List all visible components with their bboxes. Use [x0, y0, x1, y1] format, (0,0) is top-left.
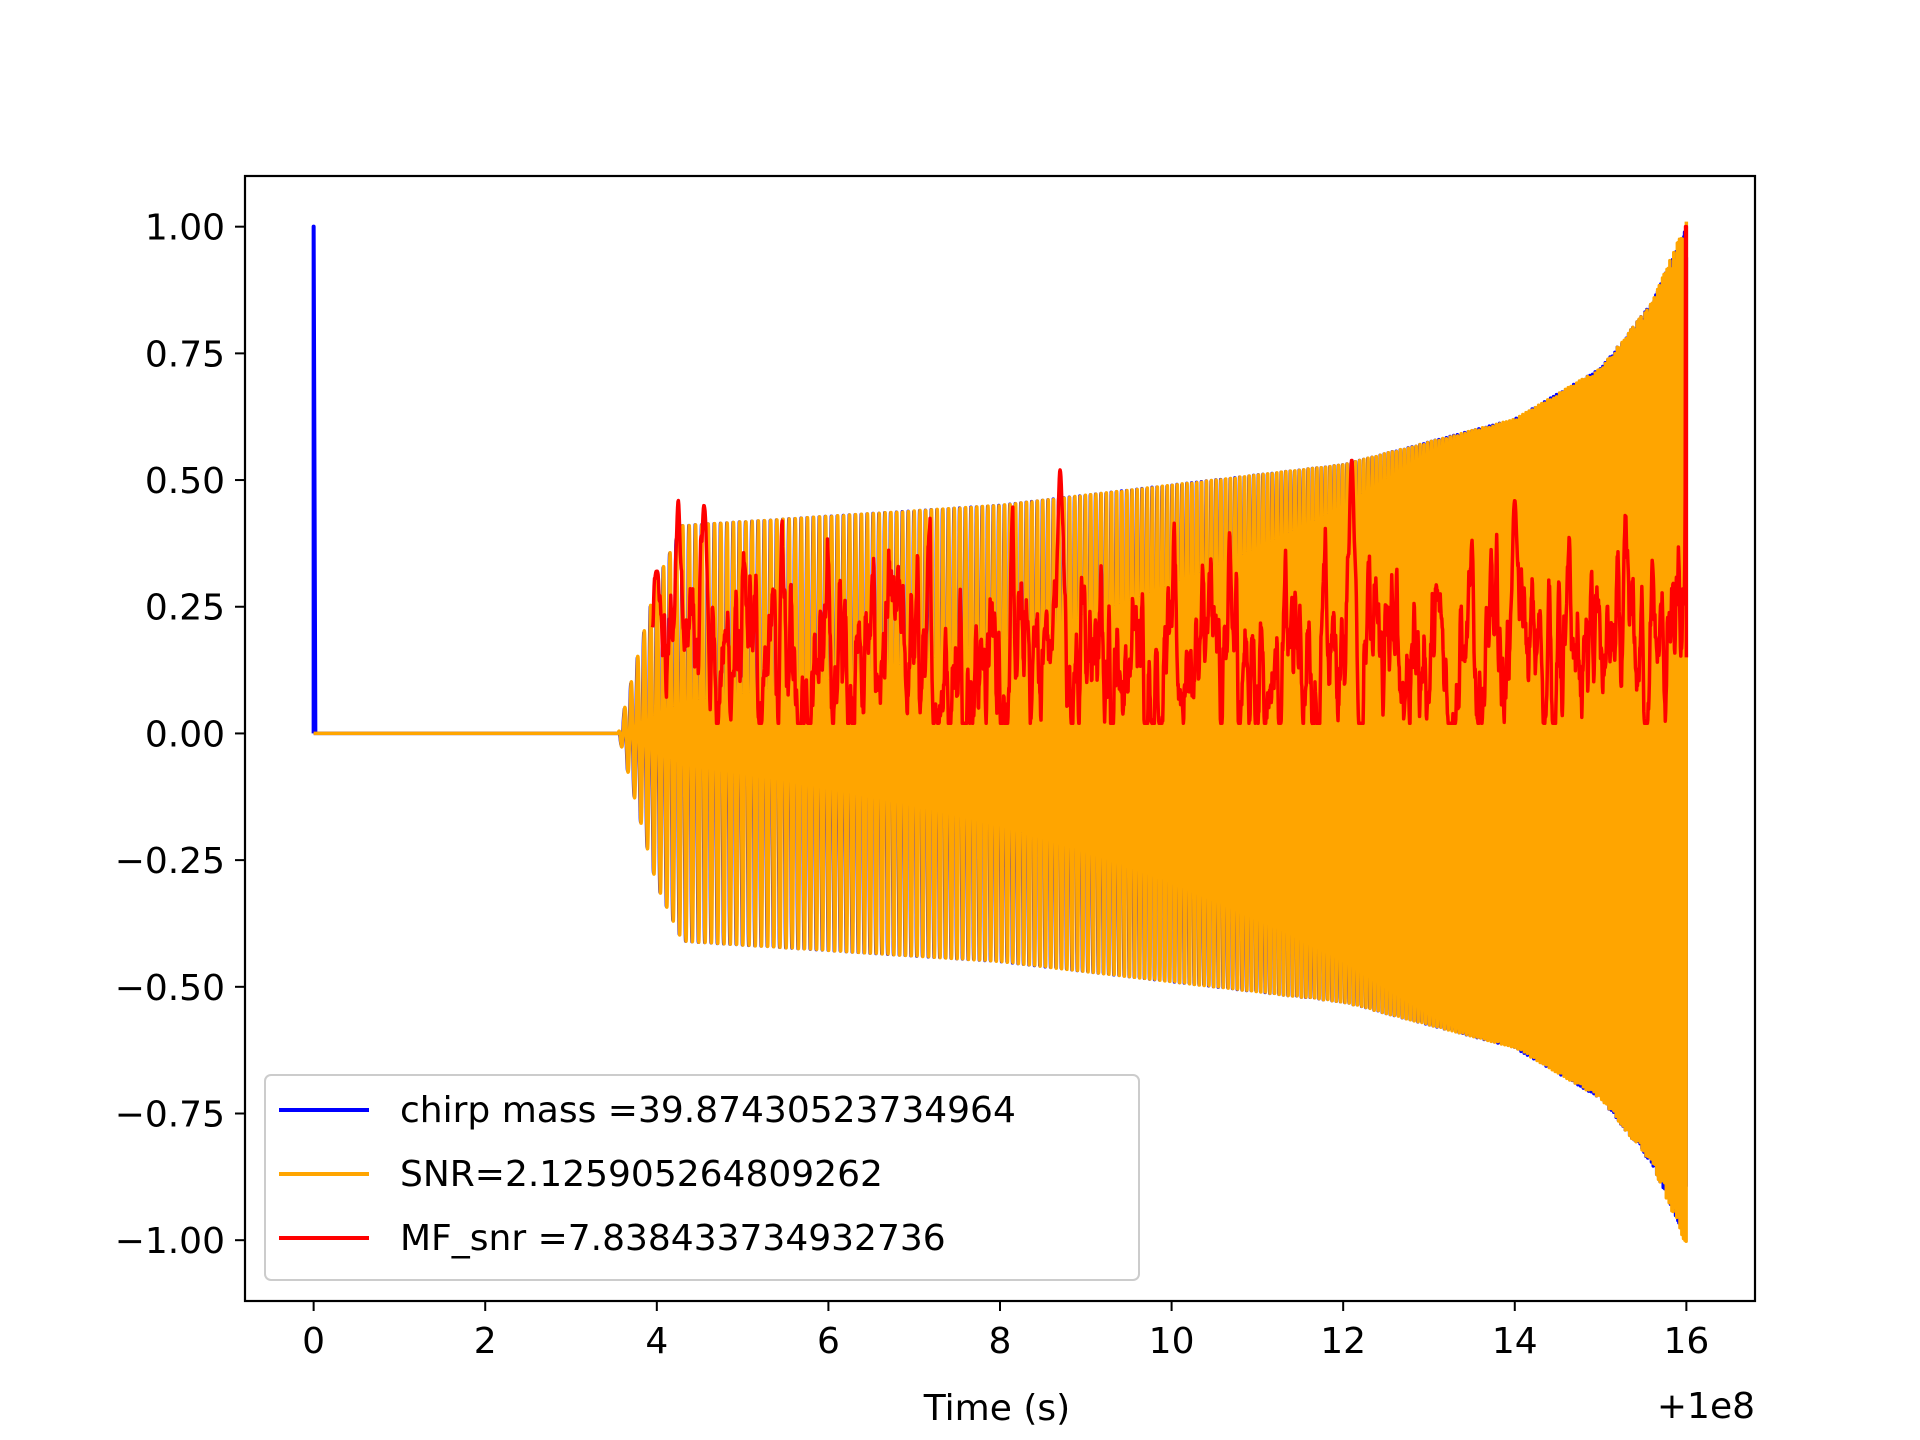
series-snr-line	[313, 221, 1689, 1244]
x-tick-label: 6	[817, 1321, 840, 1362]
x-tick-label: 12	[1320, 1321, 1366, 1362]
legend-label-snr: SNR=2.125905264809262	[400, 1154, 883, 1195]
legend-box	[264, 1074, 1140, 1281]
y-tick-label: 0.00	[145, 714, 225, 755]
x-tick-label: 0	[302, 1321, 325, 1362]
y-tick-label: −0.25	[115, 841, 225, 882]
x-tick-label: 14	[1492, 1321, 1538, 1362]
y-tick-label: 0.50	[145, 461, 225, 502]
x-tick-label: 4	[645, 1321, 668, 1362]
x-tick-label: 16	[1663, 1321, 1709, 1362]
legend-label-mf-snr: MF_snr =7.838433734932736	[400, 1218, 946, 1259]
x-tick-label: 2	[474, 1321, 497, 1362]
y-tick-label: 0.25	[145, 588, 225, 629]
series-layer	[311, 221, 1689, 1244]
x-axis: 0 2 4 6 8 10 12 14 16	[302, 1301, 1709, 1362]
y-tick-label: 1.00	[145, 208, 225, 249]
series-chirp-mass-spike	[311, 224, 318, 734]
legend-label-chirp-mass: chirp mass =39.87430523734964	[400, 1090, 1016, 1131]
x-tick-label: 10	[1149, 1321, 1195, 1362]
x-axis-label: Time (s)	[923, 1388, 1070, 1429]
y-tick-label: −1.00	[115, 1221, 225, 1262]
y-tick-label: 0.75	[145, 334, 225, 375]
y-axis: 1.00 0.75 0.50 0.25 0.00 −0.25 −0.50 −0.75 −1.00	[115, 208, 245, 1262]
x-axis-offset-label: +1e8	[1657, 1386, 1755, 1427]
y-tick-label: −0.75	[115, 1095, 225, 1136]
legend: chirp mass =39.87430523734964 SNR=2.1259…	[264, 1074, 1140, 1281]
series-mf-snr-line	[650, 224, 1689, 726]
x-tick-label: 8	[989, 1321, 1012, 1362]
y-tick-label: −0.50	[115, 968, 225, 1009]
